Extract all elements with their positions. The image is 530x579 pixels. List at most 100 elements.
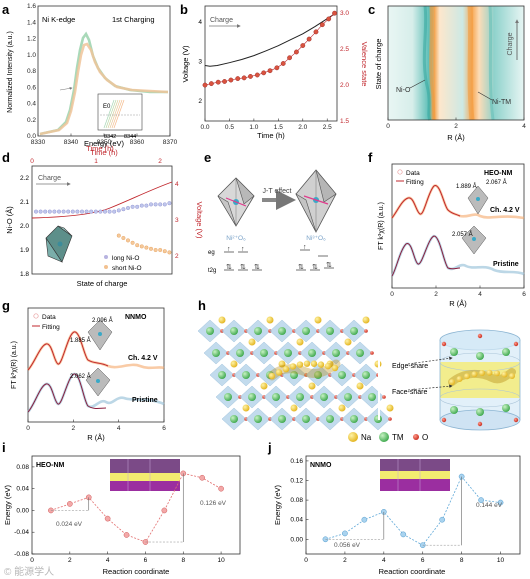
long-ni-o-point	[139, 203, 144, 208]
na-atom	[338, 404, 346, 412]
short-ni-o-point	[158, 247, 163, 252]
long-ni-o-point	[84, 209, 89, 214]
lower-label-f: Pristine	[493, 261, 519, 268]
tm-atom	[332, 349, 340, 357]
y-axis-b-tick-label: 2	[198, 98, 202, 105]
na-atom	[242, 404, 250, 412]
y-axis-j-tick-label: 0.00	[290, 536, 303, 543]
y-axis-a-tick-label: 1.6	[27, 3, 36, 10]
octahedron-left-e	[217, 177, 255, 227]
panel-f: f Data Fitting HEO-NM Ch. 4.2 V Pristine…	[368, 150, 526, 308]
short-ni-o-point	[167, 250, 172, 255]
short-ni-o-point	[139, 244, 144, 249]
annotation-ni-o-c: Ni-O	[396, 87, 411, 94]
long-ni-o-point	[167, 201, 172, 206]
column-tm-atom	[502, 404, 510, 412]
valence-point	[208, 81, 214, 87]
valence-point	[319, 22, 325, 28]
valence-point	[326, 16, 332, 22]
axis-ticks-c: 0 2 4	[386, 117, 526, 130]
y-axis-label-i: Energy (eV)	[3, 484, 12, 525]
legend-long-marker-d	[104, 255, 108, 259]
axis-ticks-i: 0 2 4 6 8 10 -0.08 -0.04 0.00 0.04 0.08	[14, 464, 225, 564]
barrier2-label-j: 0.144 eV	[476, 502, 503, 509]
y-axis-a-tick-label: 0.4	[27, 101, 36, 108]
long-ni-o-point	[121, 207, 126, 212]
y-axis-a-tick-label: 1.2	[27, 36, 36, 43]
sample-label-i: HEO-NM	[36, 462, 65, 469]
x-axis-j-tick-label: 6	[421, 557, 425, 564]
energy-point	[104, 515, 111, 522]
panel-h: h Edge-share Face-share Na TM	[197, 298, 521, 442]
left-label-e: Ni²⁺O₆	[226, 235, 246, 242]
x-axis-j-tick-label: 0	[304, 557, 308, 564]
energy-point	[199, 474, 206, 481]
valence-point	[202, 82, 208, 88]
long-ni-o-point	[93, 209, 98, 214]
barrier2-label-i: 0.126 eV	[200, 500, 227, 507]
tm-atom	[218, 371, 226, 379]
legend-data-marker-f	[397, 169, 403, 175]
column-o-atom	[477, 333, 483, 339]
legend-na-h: Na	[361, 433, 372, 442]
plot-frame-b	[204, 5, 338, 122]
svg-text:↑: ↑	[303, 244, 307, 251]
column-na	[494, 370, 500, 377]
x-axis-label-d: State of charge	[77, 279, 128, 288]
energy-point	[161, 507, 168, 514]
na-atom	[278, 360, 286, 368]
face-share-label-h: Face-share	[392, 389, 428, 396]
y-axis-i-tick-label: 0.08	[16, 464, 29, 471]
long-ni-o-point	[47, 209, 52, 214]
energy-point	[218, 485, 224, 492]
x-axis-g-tick-label: 2	[72, 425, 76, 432]
axis-ticks-b: 0.0 0.5 1.0 1.5 2.0 2.5 2 3 4 1.5 2.0 2.5 3.0	[198, 10, 349, 131]
na-atom	[218, 316, 226, 324]
valence-point	[274, 65, 280, 71]
long-ni-o-point	[57, 209, 62, 214]
y2-axis-b-tick-label: 3.0	[340, 10, 349, 17]
svg-text:⇅: ⇅	[226, 264, 232, 271]
o-atom	[370, 351, 374, 355]
y-axis-d-tick-label: 2.1	[20, 199, 29, 206]
barrier1-label-j: 0.056 eV	[334, 542, 361, 549]
short-ni-o-point	[116, 233, 121, 238]
x-axis-i-tick-label: 4	[106, 557, 110, 564]
electron-arrows-e: ↑ ↑ ⇅ ⇅ ⇅ ↑ ⇅ ⇅ ⇅	[226, 244, 332, 271]
upper-label-g: Ch. 4.2 V	[128, 355, 158, 362]
tm-atom	[362, 371, 370, 379]
x-axis-label-i: Reaction coordinate	[103, 567, 170, 576]
charge-label-b: Charge	[210, 17, 233, 24]
y2-axis-b-tick-label: 2.5	[340, 46, 349, 53]
y-axis-a-tick-label: 0.0	[27, 133, 36, 140]
tm-atom	[326, 415, 334, 423]
tm-atom	[284, 349, 292, 357]
panel-d: d Time (h) Charge long Ni-O short Ni-O 1…	[2, 144, 204, 288]
legend-long-d: long Ni-O	[112, 255, 139, 262]
diffusion-na	[324, 362, 332, 370]
short-ni-o-point	[148, 246, 153, 251]
panel-letter-b: b	[180, 2, 188, 17]
panel-letter-e: e	[204, 150, 211, 165]
na-atom	[386, 404, 394, 412]
na-atom	[248, 338, 256, 346]
na-atom	[362, 316, 370, 324]
tm-atom	[326, 327, 334, 335]
y-axis-label-a: Normalized Intensity (a.u.)	[7, 31, 14, 113]
panel-g: g Data Fitting NNMO Ch. 4.2 V Pristine 1…	[2, 298, 166, 442]
fit-line-g-upper	[27, 331, 109, 371]
y-axis-a-tick-label: 1.0	[27, 52, 36, 59]
tm-atom	[350, 327, 358, 335]
valence-point	[313, 29, 319, 35]
axis-ticks-j: 0 2 4 6 8 10 0.00 0.04 0.08 0.12 0.16	[290, 458, 504, 564]
lower-label-g: Pristine	[132, 397, 158, 404]
panel-letter-j: j	[267, 440, 272, 455]
y-axis-i-tick-label: 0.04	[16, 486, 29, 493]
orbital-diagram-e	[224, 249, 334, 271]
tm-atom	[242, 371, 250, 379]
long-ni-o-point	[75, 209, 80, 214]
y2-axis-b-tick-label: 1.5	[340, 118, 349, 125]
y-axis-label-g: FT k³χ(R) (a.u.)	[11, 341, 18, 389]
axis-ticks-a: 8330 8340 8350 8360 8370 0.0 0.2 0.4 0.6 0.8 1.0 1.…	[27, 3, 178, 146]
tm-atom	[230, 415, 238, 423]
